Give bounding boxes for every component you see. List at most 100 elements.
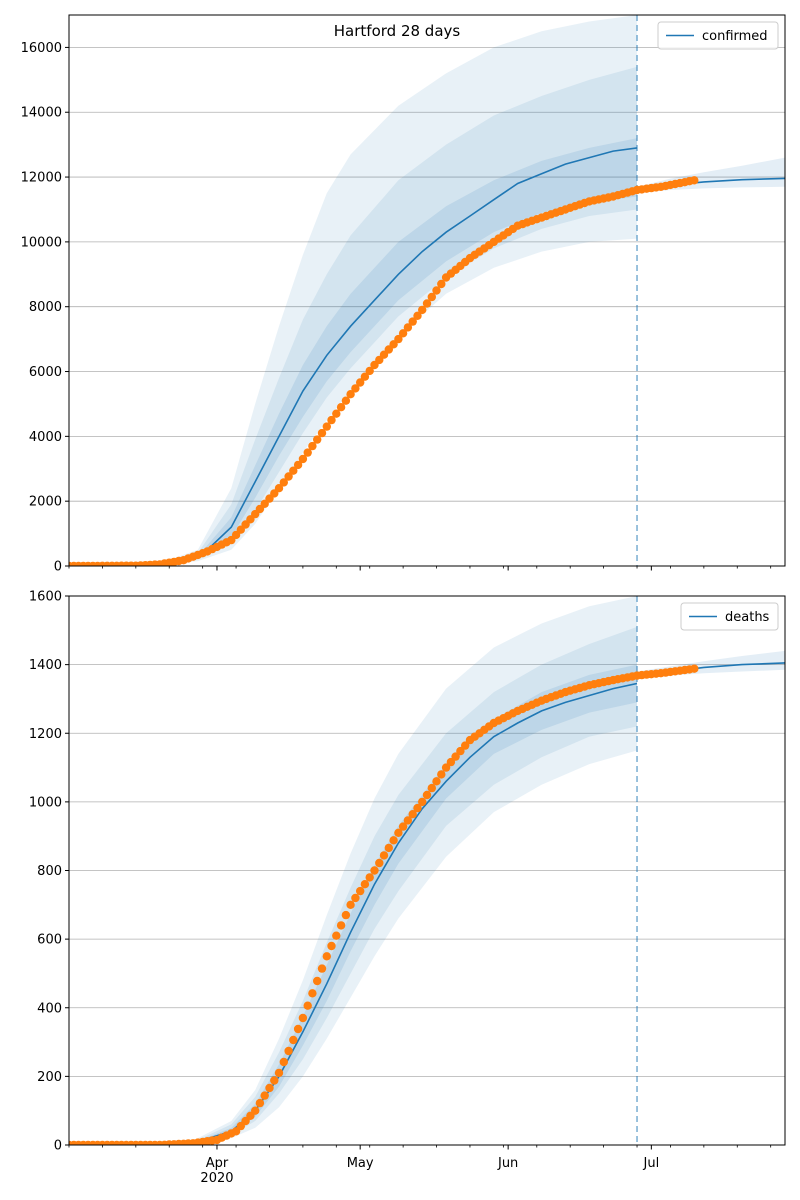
confirmed-observed-point bbox=[298, 454, 308, 464]
figure-title: Hartford 28 days bbox=[334, 22, 461, 40]
confirmed-observed-point bbox=[394, 334, 403, 344]
confirmed-ytick-label-4000: 4000 bbox=[29, 430, 62, 445]
deaths-legend: deaths bbox=[680, 602, 779, 631]
deaths-observed-point bbox=[413, 803, 422, 813]
deaths-observed-point bbox=[427, 783, 436, 793]
deaths-band-middle bbox=[197, 626, 638, 1143]
confirmed-observed-point bbox=[274, 484, 284, 493]
confirmed-observed-point bbox=[418, 305, 427, 315]
confirmed-ytick-label-0: 0 bbox=[54, 560, 62, 575]
confirmed-observed-point bbox=[398, 329, 408, 338]
confirmed-observed-point bbox=[332, 409, 341, 418]
deaths-observed-point bbox=[274, 1068, 284, 1078]
deaths-observed-points bbox=[69, 664, 699, 1145]
confirmed-ytick-label-2000: 2000 bbox=[29, 495, 62, 510]
confirmed-observed-point bbox=[336, 403, 346, 412]
xtick-label-jun: Jun bbox=[497, 1156, 518, 1171]
deaths-ytick-label-1200: 1200 bbox=[29, 727, 62, 742]
deaths-observed-point bbox=[313, 976, 322, 986]
deaths-observed-point bbox=[690, 664, 699, 673]
deaths-observed-point bbox=[360, 880, 370, 889]
deaths-observed-point bbox=[403, 816, 413, 825]
confirmed-observed-point bbox=[408, 317, 417, 326]
xtick-label-may: May bbox=[347, 1156, 374, 1171]
confirmed-observed-point bbox=[284, 472, 293, 481]
confirmed-observed-point bbox=[322, 422, 331, 431]
confirmed-band-middle bbox=[159, 66, 638, 566]
confirmed-observed-point bbox=[432, 286, 441, 295]
confirmed-observed-point bbox=[437, 279, 446, 289]
confirmed-legend: confirmed bbox=[657, 21, 779, 50]
deaths-observed-point bbox=[265, 1083, 274, 1093]
deaths-observed-point bbox=[384, 843, 393, 853]
deaths-observed-point bbox=[298, 1013, 308, 1023]
deaths-observed-point bbox=[332, 931, 341, 940]
deaths-observed-point bbox=[289, 1035, 298, 1045]
deaths-observed-point bbox=[456, 746, 465, 756]
deaths-observed-point bbox=[441, 763, 451, 772]
confirmed-observed-point bbox=[360, 372, 370, 381]
deaths-observed-point bbox=[437, 770, 446, 779]
deaths-observed-point bbox=[255, 1098, 265, 1108]
confirmed-observed-point bbox=[365, 366, 374, 376]
confirmed-observed-point bbox=[327, 415, 336, 425]
confirmed-observed-point bbox=[293, 460, 303, 470]
deaths-observed-point bbox=[432, 777, 441, 786]
deaths-ytick-label-1400: 1400 bbox=[29, 658, 62, 673]
deaths-observed-point bbox=[379, 851, 389, 860]
deaths-observed-point bbox=[251, 1106, 260, 1115]
confirmed-legend-box bbox=[657, 21, 779, 50]
confirmed-observed-point bbox=[427, 292, 436, 302]
confirmed-ytick-label-10000: 10000 bbox=[21, 235, 62, 250]
confirmed-observed-point bbox=[289, 466, 298, 475]
deaths-observed-point bbox=[375, 858, 384, 868]
deaths-legend-box bbox=[680, 602, 779, 631]
deaths-observed-point bbox=[327, 941, 336, 951]
deaths-ytick-label-1600: 1600 bbox=[29, 590, 62, 605]
confirmed-observed-point bbox=[341, 396, 351, 405]
confirmed-axes-frame bbox=[68, 14, 786, 567]
xtick-sublabel-apr: 2020 bbox=[200, 1171, 233, 1186]
confirmed-observed-point bbox=[690, 176, 699, 185]
confirmed-plot-area bbox=[69, 15, 785, 566]
deaths-observed-point bbox=[408, 810, 417, 819]
deaths-observed-point bbox=[365, 873, 374, 882]
confirmed-observed-point bbox=[413, 311, 422, 320]
deaths-observed-point bbox=[394, 828, 403, 837]
deaths-observed-point bbox=[370, 866, 379, 875]
deaths-ytick-label-600: 600 bbox=[37, 933, 62, 948]
confirmed-observed-point bbox=[313, 435, 322, 444]
deaths-observed-point bbox=[317, 964, 327, 973]
confirmed-band-outer bbox=[159, 15, 638, 566]
confirmed-observed-point bbox=[303, 448, 312, 457]
confirmed-observed-point bbox=[356, 378, 365, 387]
deaths-legend-label: deaths bbox=[725, 610, 770, 625]
deaths-observed-point bbox=[398, 822, 408, 831]
deaths-observed-point bbox=[356, 886, 365, 896]
deaths-observed-point bbox=[422, 790, 432, 800]
confirmed-observed-point bbox=[279, 478, 288, 487]
confirmed-band-inner bbox=[159, 138, 638, 565]
confirmed-legend-label: confirmed bbox=[702, 29, 768, 44]
deaths-observed-point bbox=[293, 1024, 303, 1034]
deaths-ytick-label-800: 800 bbox=[37, 864, 62, 879]
confirmed-ytick-label-6000: 6000 bbox=[29, 365, 62, 380]
deaths-observed-point bbox=[389, 836, 398, 845]
deaths-observed-point bbox=[303, 1001, 312, 1010]
deaths-observed-point bbox=[451, 752, 460, 761]
deaths-ytick-label-400: 400 bbox=[37, 1001, 62, 1016]
deaths-observed-point bbox=[446, 757, 456, 767]
deaths-observed-point bbox=[308, 989, 317, 998]
deaths-observed-point bbox=[418, 797, 427, 807]
confirmed-ytick-label-8000: 8000 bbox=[29, 300, 62, 315]
deaths-plot-area bbox=[69, 596, 785, 1145]
deaths-ytick-label-1000: 1000 bbox=[29, 795, 62, 810]
deaths-observed-point bbox=[341, 910, 351, 920]
xtick-label-apr: Apr bbox=[206, 1156, 229, 1171]
deaths-ytick-label-200: 200 bbox=[37, 1070, 62, 1085]
deaths-observed-point bbox=[322, 952, 331, 961]
confirmed-observed-point bbox=[308, 441, 317, 451]
deaths-observed-point bbox=[270, 1076, 279, 1085]
deaths-observed-point bbox=[461, 741, 470, 750]
